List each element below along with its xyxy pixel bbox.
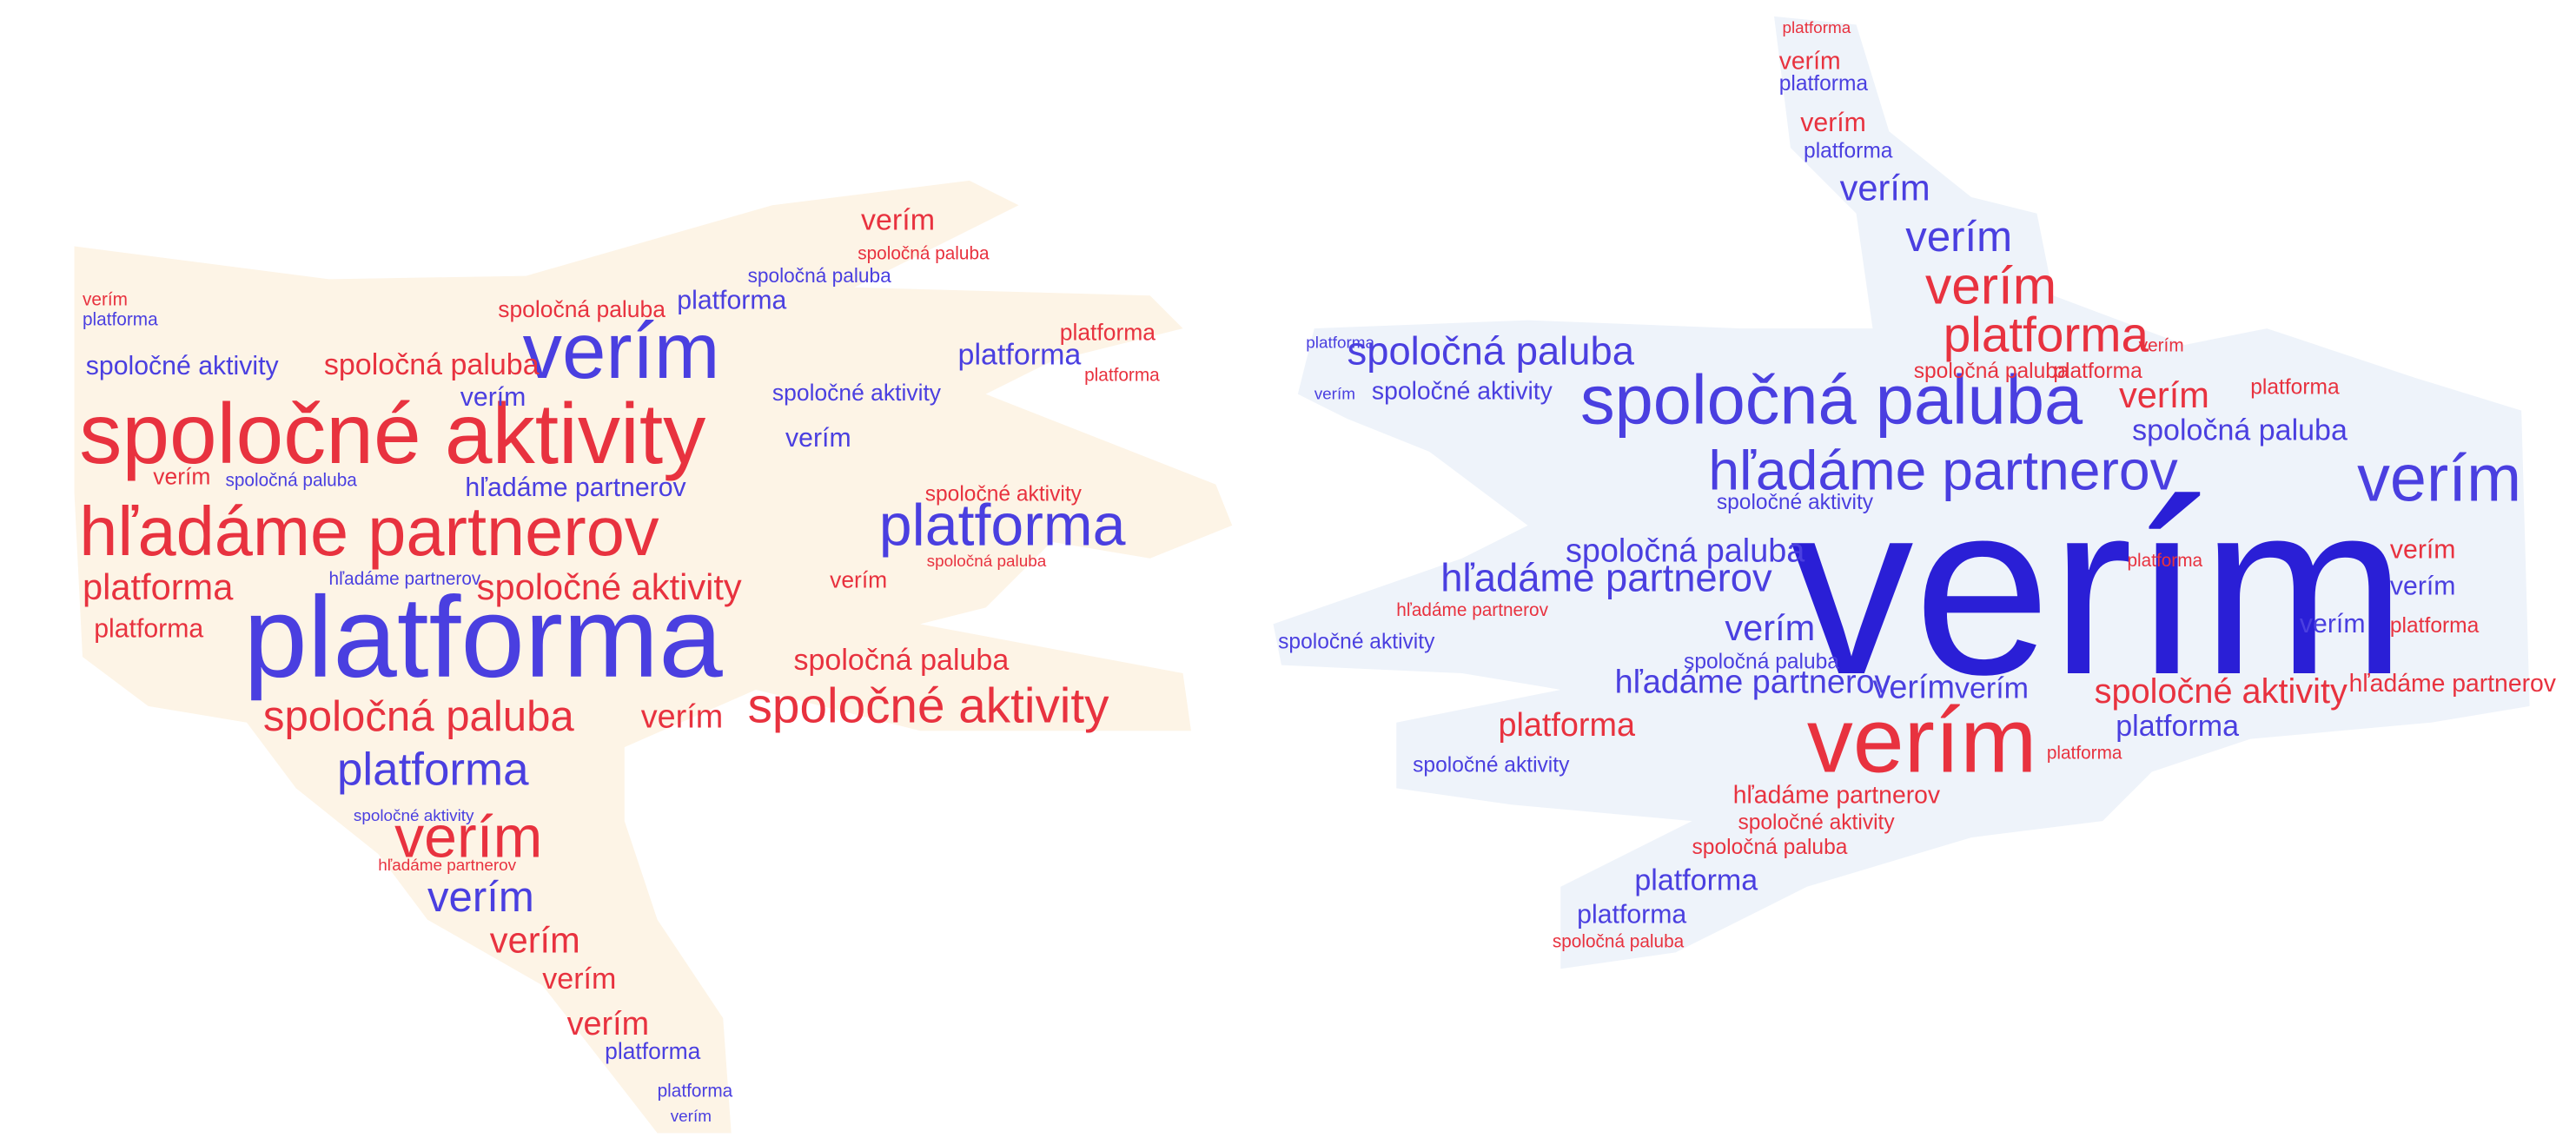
word: spoločné aktivity bbox=[86, 352, 280, 380]
word: spoločná paluba bbox=[927, 552, 1047, 571]
word: hľadáme partnerov bbox=[465, 473, 686, 502]
word: platforma bbox=[83, 309, 158, 329]
word: platforma bbox=[2047, 743, 2122, 763]
word: spoločné aktivity bbox=[2095, 672, 2348, 711]
word: platforma bbox=[1577, 900, 1686, 929]
word: spoločná paluba bbox=[263, 693, 574, 740]
word: verím bbox=[1925, 256, 2056, 315]
word: verím bbox=[2300, 610, 2366, 638]
word: spoločná paluba bbox=[1348, 329, 1635, 374]
word: platforma bbox=[1084, 366, 1160, 386]
word: verím bbox=[1314, 385, 1355, 403]
word: verím bbox=[2357, 443, 2521, 516]
word: hľadáme partnerov bbox=[378, 857, 516, 875]
word: verím bbox=[1872, 669, 1955, 705]
word: verím bbox=[1840, 168, 1930, 208]
word: platforma bbox=[83, 566, 234, 607]
word: spoločné aktivity bbox=[1717, 491, 1874, 514]
word: platforma bbox=[1804, 139, 1893, 162]
word: platforma bbox=[1060, 319, 1156, 345]
word: verím bbox=[641, 698, 724, 735]
word: spoločné aktivity bbox=[354, 807, 474, 825]
word: spoločná paluba bbox=[748, 264, 892, 287]
word: hľadáme partnerov bbox=[2349, 670, 2557, 698]
word: hľadáme partnerov bbox=[1396, 600, 1548, 620]
word: spoločná paluba bbox=[225, 471, 357, 491]
word: spoločná paluba bbox=[1553, 932, 1685, 952]
word: verím bbox=[2390, 572, 2456, 600]
word: verím bbox=[460, 383, 526, 412]
word: verím bbox=[153, 464, 210, 490]
word: spoločná paluba bbox=[1692, 836, 1848, 859]
word: verím bbox=[567, 1006, 650, 1042]
word: platforma bbox=[2053, 360, 2142, 383]
word: verím bbox=[83, 290, 128, 310]
word: platforma bbox=[677, 286, 786, 314]
word: platforma bbox=[2127, 551, 2202, 571]
word: verím bbox=[1725, 607, 1815, 648]
word: verím bbox=[1779, 47, 1841, 75]
word: verím bbox=[2390, 536, 2456, 565]
word: platforma bbox=[1306, 334, 1374, 353]
word: verím bbox=[1955, 672, 2029, 705]
word: platforma bbox=[2250, 376, 2340, 400]
word: verím bbox=[490, 919, 580, 960]
word: platforma bbox=[605, 1038, 701, 1064]
word: platforma bbox=[658, 1082, 733, 1102]
word: platforma bbox=[337, 744, 529, 796]
word: platforma bbox=[1779, 72, 1869, 96]
word: verím bbox=[861, 204, 935, 237]
word: spoločné aktivity bbox=[925, 483, 1083, 506]
word: hľadáme partnerov bbox=[329, 569, 481, 589]
word: spoločné aktivity bbox=[1372, 377, 1553, 405]
word: spoločná paluba bbox=[1684, 650, 1839, 673]
word: verím bbox=[542, 963, 616, 996]
word: verím bbox=[1905, 214, 2012, 261]
word: verím bbox=[785, 424, 851, 453]
word: spoločné aktivity bbox=[748, 679, 1110, 734]
word: platforma bbox=[1634, 864, 1758, 897]
word: platforma bbox=[1782, 19, 1851, 37]
word: spoločná paluba bbox=[1566, 533, 1805, 569]
word: spoločná paluba bbox=[2132, 414, 2348, 447]
word: hľadáme partnerov bbox=[79, 493, 659, 570]
word: verím bbox=[427, 874, 534, 921]
word: spoločné aktivity bbox=[1738, 811, 1895, 835]
word: platforma bbox=[1498, 707, 1636, 744]
word: hľadáme partnerov bbox=[1733, 781, 1941, 809]
word: spoločná paluba bbox=[794, 644, 1010, 677]
word: spoločná paluba bbox=[498, 296, 666, 322]
word: spoločné aktivity bbox=[477, 566, 742, 607]
word: spoločná paluba bbox=[858, 244, 990, 264]
word: platforma bbox=[94, 614, 203, 643]
word-clouds: spoločné aktivityverímhľadáme partnerovp… bbox=[0, 0, 2576, 1138]
word: platforma bbox=[1944, 308, 2149, 363]
word: verím bbox=[2139, 336, 2184, 356]
word: spoločná paluba bbox=[1914, 360, 2069, 383]
word: spoločné aktivity bbox=[1278, 631, 1435, 654]
word: verím bbox=[1800, 109, 1866, 137]
word: verím bbox=[671, 1108, 712, 1126]
word: spoločné aktivity bbox=[1413, 753, 1570, 777]
word: verím bbox=[830, 567, 887, 593]
word: spoločná paluba bbox=[324, 348, 540, 381]
page: {"clouds": [ {"words": [ {"text": "spolo… bbox=[0, 0, 2576, 1138]
word: spoločné aktivity bbox=[772, 380, 942, 406]
word: platforma bbox=[2116, 710, 2239, 743]
word: platforma bbox=[2390, 614, 2480, 638]
